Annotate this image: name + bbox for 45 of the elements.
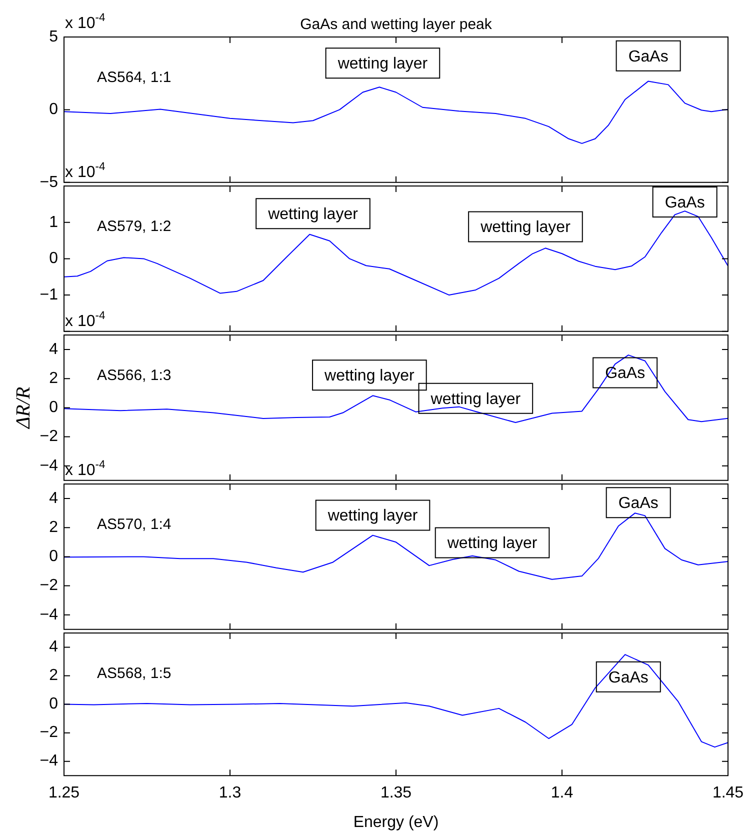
annotation: wetting layer xyxy=(446,535,538,552)
y-tick-label: 4 xyxy=(49,340,58,358)
x-tick-label: 1.25 xyxy=(48,784,80,802)
annotation: wetting layer xyxy=(430,390,522,408)
y-tick-label: 2 xyxy=(49,370,58,388)
y-tick-label: 5 xyxy=(49,28,58,46)
annotation: GaAs xyxy=(664,194,705,212)
y-tick-label: −5 xyxy=(40,174,58,191)
y-tick-label: 0 xyxy=(49,548,58,566)
annotation: AS579, 1:2 xyxy=(97,218,172,235)
y-tick-label: −4 xyxy=(40,752,58,770)
annotation: AS568, 1:5 xyxy=(97,665,172,682)
x-tick-label: 1.45 xyxy=(712,784,744,802)
y-tick-label: 0 xyxy=(49,696,58,713)
y-tick-label: 1 xyxy=(49,214,58,231)
annotation: GaAs xyxy=(608,669,648,686)
y-tick-label: 0 xyxy=(49,399,58,416)
annotation: wetting layer xyxy=(324,368,416,385)
annotation: AS566, 1:3 xyxy=(97,367,172,384)
annotation: wetting layer xyxy=(336,56,428,73)
y-tick-label: −1 xyxy=(40,286,58,304)
x-tick-label: 1.4 xyxy=(550,784,574,802)
chart-title: GaAs and wetting layer peak xyxy=(300,16,492,33)
y-tick-label: 4 xyxy=(49,638,58,656)
y-tick-label: 2 xyxy=(49,667,58,684)
y-tick-label: 4 xyxy=(49,490,58,507)
y-tick-label: −2 xyxy=(40,577,58,594)
annotation: AS570, 1:4 xyxy=(97,516,172,533)
x-tick-label: 1.35 xyxy=(380,784,412,802)
x-tick-label: 1.3 xyxy=(218,784,242,802)
annotation: GaAs xyxy=(618,495,658,512)
annotation: wetting layer xyxy=(267,206,359,224)
annotation: wetting layer xyxy=(326,508,418,525)
annotation: AS564, 1:1 xyxy=(97,69,172,86)
y-tick-label: 0 xyxy=(49,250,58,268)
y-tick-label: 2 xyxy=(49,519,58,536)
y-tick-label: −2 xyxy=(40,428,58,446)
annotation: GaAs xyxy=(628,48,668,66)
y-axis-title: ΔR/R xyxy=(12,386,34,430)
y-tick-label: −4 xyxy=(40,606,58,624)
annotation: wetting layer xyxy=(480,219,572,236)
y-tick-label: 0 xyxy=(49,101,58,118)
x-axis-title: Energy (eV) xyxy=(353,814,439,831)
y-tick-label: −2 xyxy=(40,724,58,742)
y-tick-label: −4 xyxy=(40,457,58,474)
